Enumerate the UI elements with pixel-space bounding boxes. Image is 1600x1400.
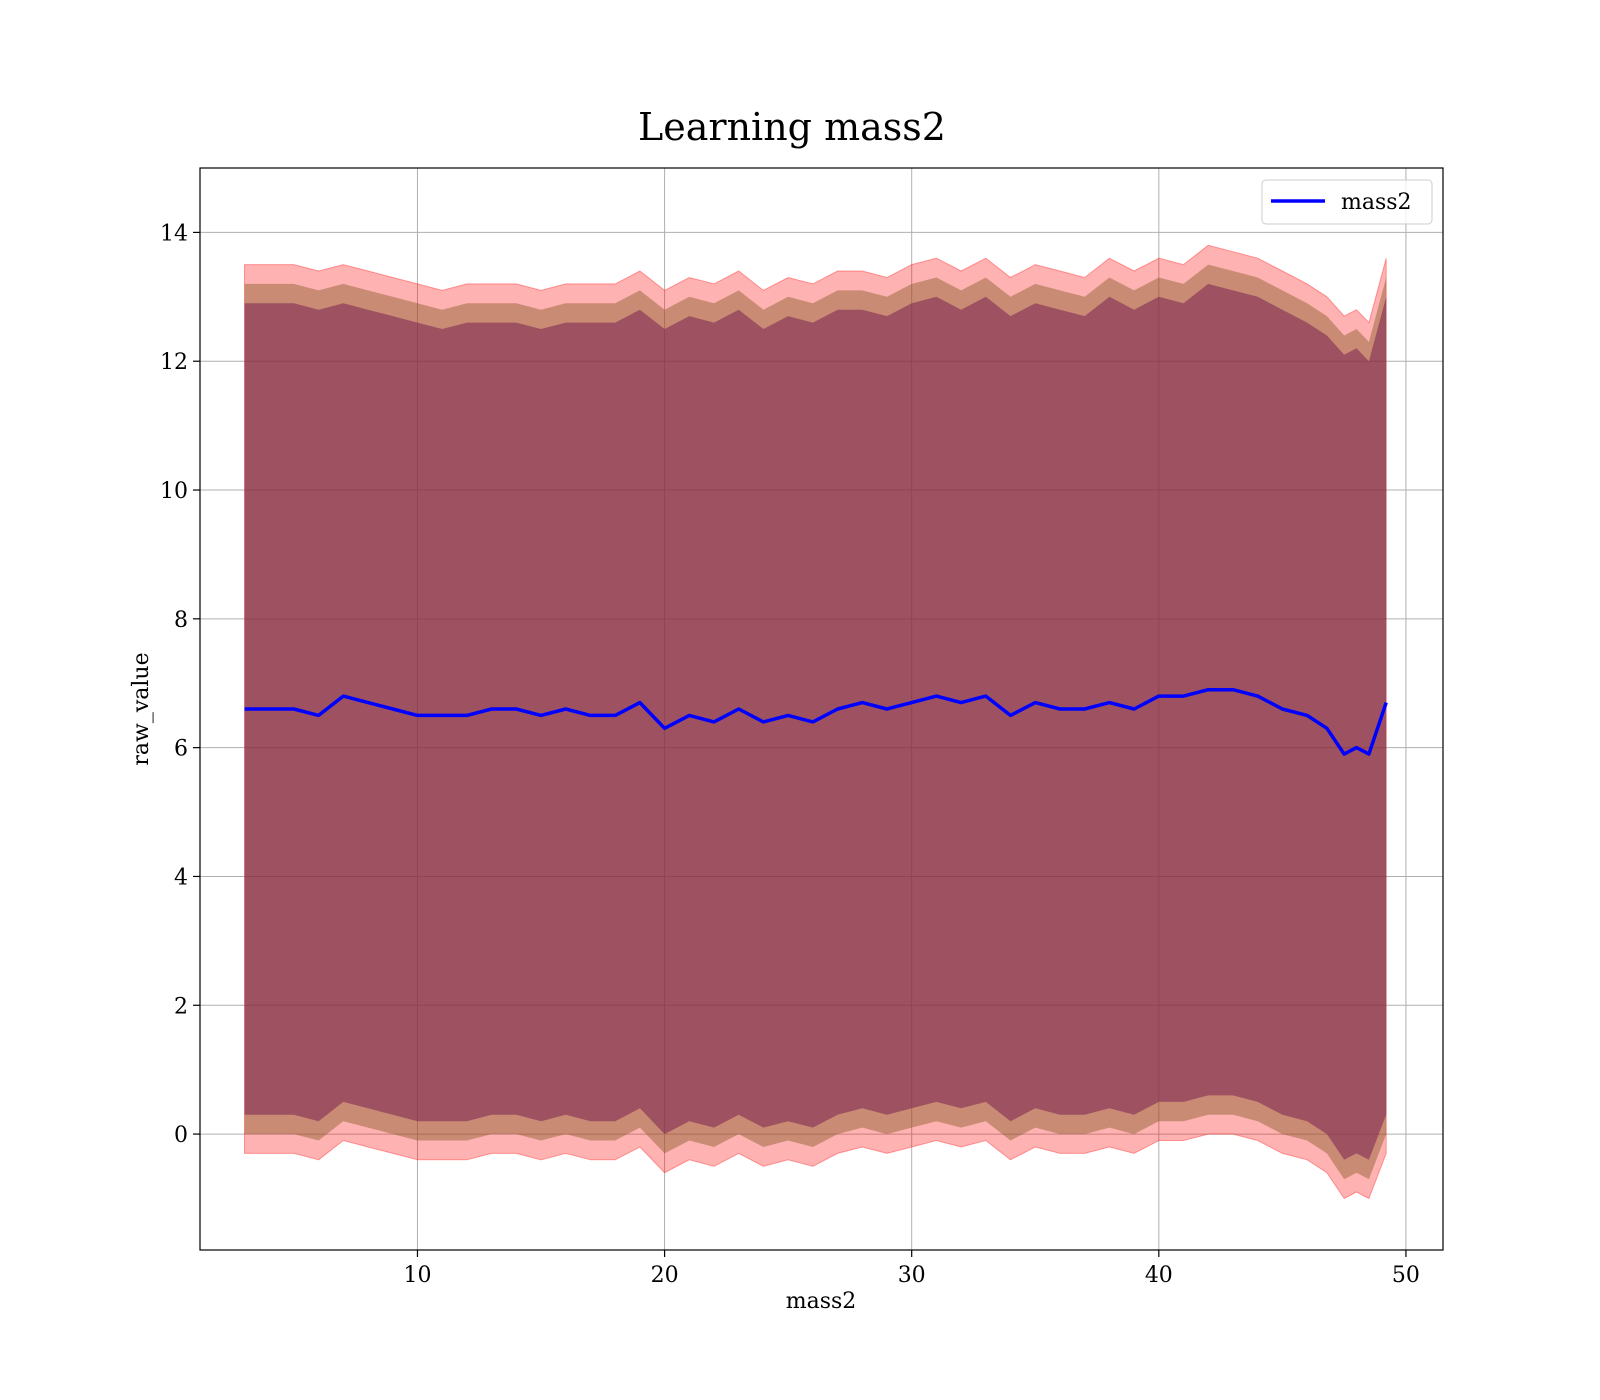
y-tick-label: 6 — [174, 737, 188, 762]
y-tick-label: 8 — [174, 608, 188, 633]
series-line-mass2 — [244, 687, 1388, 756]
line-layer — [244, 687, 1388, 756]
x-tick-label: 40 — [1145, 1263, 1173, 1288]
y-tick-label: 0 — [174, 1123, 188, 1148]
y-tick-label: 2 — [174, 994, 188, 1019]
x-axis-label: mass2 — [786, 1289, 857, 1314]
y-tick-label: 4 — [174, 865, 188, 890]
y-tick-label: 10 — [160, 479, 188, 504]
plot-area — [199, 167, 1444, 1251]
plot-frame — [199, 167, 1444, 1251]
y-tick-label: 12 — [160, 350, 188, 375]
chart-title: Learning mass2 — [638, 105, 946, 149]
legend-label: mass2 — [1341, 190, 1412, 215]
y-tick-label: 14 — [160, 221, 188, 246]
x-tick-label: 30 — [898, 1263, 926, 1288]
x-tick-label: 50 — [1392, 1263, 1420, 1288]
x-axis-ticks: 10 20 30 40 50 — [403, 1250, 1420, 1288]
y-axis-label: raw_value — [129, 652, 154, 765]
y-axis-ticks: 0 2 4 6 8 10 12 14 — [160, 221, 200, 1148]
legend-box — [1261, 179, 1433, 225]
legend: mass2 — [1261, 179, 1433, 225]
x-tick-label: 20 — [651, 1263, 679, 1288]
x-tick-label: 10 — [403, 1263, 431, 1288]
